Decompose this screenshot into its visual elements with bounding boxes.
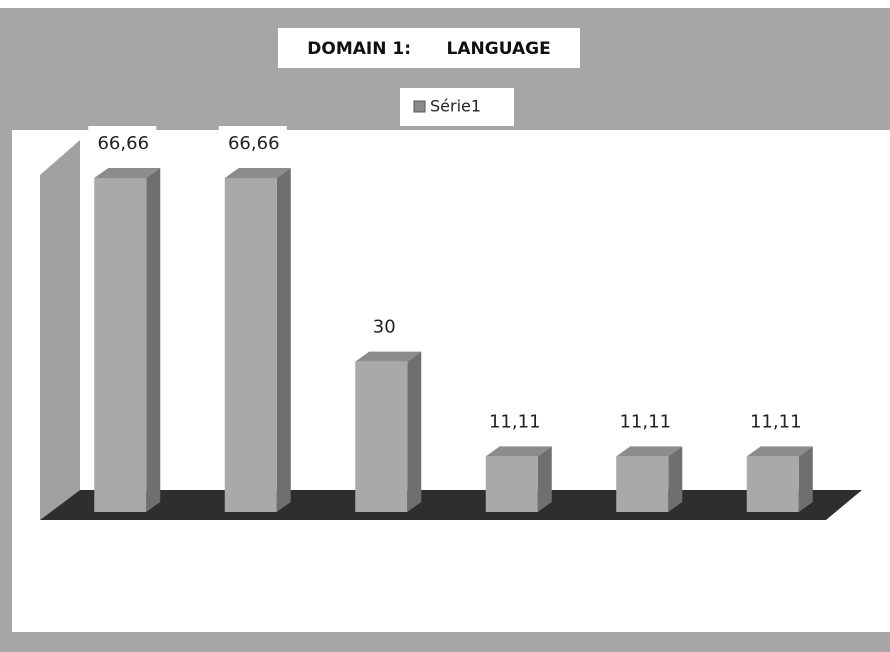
value-label-bg: [610, 404, 679, 435]
bar: [746, 446, 813, 512]
bar-front: [224, 178, 277, 512]
back-wall: [40, 140, 80, 520]
bar: [485, 446, 552, 512]
bar-front: [746, 456, 799, 512]
value-label-bg: [218, 126, 287, 156]
value-label: 11,11: [489, 411, 541, 432]
bar-side: [276, 168, 291, 512]
bar-side: [798, 446, 813, 512]
value-label: 11,11: [750, 411, 802, 432]
value-label: 30: [373, 317, 396, 338]
bar-top: [224, 168, 291, 178]
bar: [355, 351, 422, 512]
value-label-bg: [88, 126, 157, 156]
legend-swatch: [413, 100, 426, 113]
bar-side: [407, 351, 422, 512]
value-label: 11,11: [619, 411, 671, 432]
value-label-bg: [349, 309, 418, 340]
bar-top: [485, 446, 552, 457]
bar: [616, 446, 683, 512]
value-label-bg: [740, 404, 809, 435]
bar-front: [485, 456, 538, 512]
bar-side: [537, 446, 552, 512]
bar-front: [616, 456, 669, 512]
bar-top: [746, 446, 813, 457]
legend-label: Série1: [430, 97, 481, 116]
bar: [94, 168, 161, 512]
bar-front: [355, 361, 408, 512]
bar: [224, 168, 291, 512]
bar-front: [94, 178, 147, 512]
chart-title: DOMAIN 1: LANGUAGE: [307, 39, 550, 59]
bar-top: [94, 168, 161, 178]
bar-top: [355, 351, 422, 362]
bar-top: [616, 446, 683, 457]
value-label: 66,66: [97, 133, 149, 154]
floor: [40, 490, 862, 520]
title-box: [278, 28, 580, 68]
bar-side: [146, 168, 161, 512]
value-label: 66,66: [228, 133, 280, 154]
value-label-bg: [479, 404, 548, 435]
bar-side: [668, 446, 683, 512]
